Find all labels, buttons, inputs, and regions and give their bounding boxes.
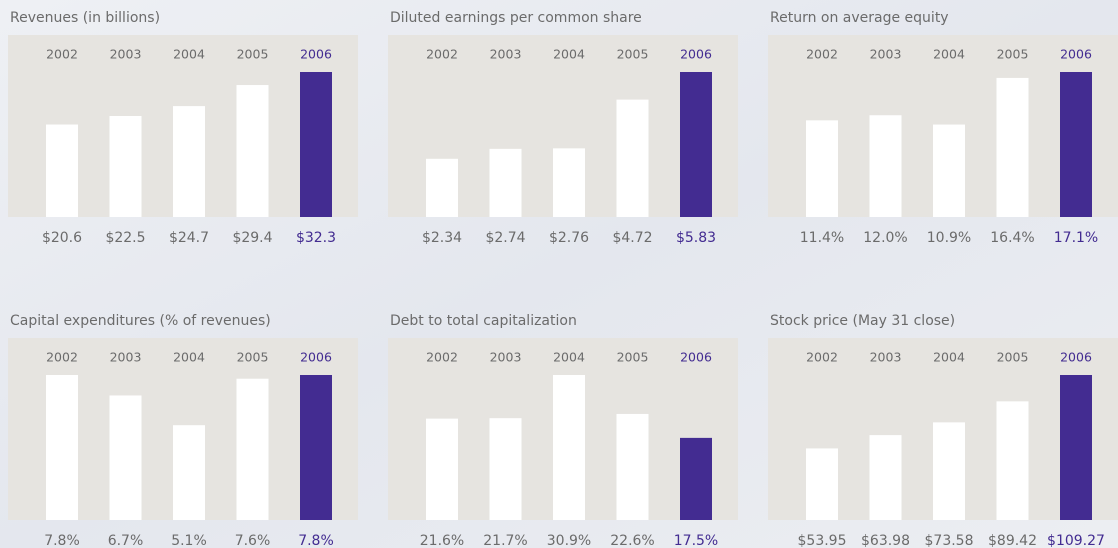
value-label: 16.4% bbox=[990, 230, 1034, 246]
value-label: $2.74 bbox=[485, 230, 525, 246]
value-label: $22.5 bbox=[105, 230, 145, 246]
bar bbox=[553, 148, 585, 217]
bar bbox=[553, 375, 585, 520]
year-label: 2002 bbox=[46, 47, 78, 62]
chart-title: Diluted earnings per common share bbox=[390, 10, 642, 26]
value-label: $109.27 bbox=[1047, 533, 1105, 548]
year-label: 2003 bbox=[870, 47, 902, 62]
bar bbox=[869, 435, 902, 520]
chart-title: Revenues (in billions) bbox=[10, 10, 160, 26]
value-label: 12.0% bbox=[863, 230, 907, 246]
year-label: 2002 bbox=[46, 350, 78, 365]
bar bbox=[616, 99, 649, 217]
year-label: 2004 bbox=[173, 350, 205, 365]
year-label: 2004 bbox=[173, 47, 205, 62]
year-label: 2004 bbox=[933, 47, 965, 62]
bar bbox=[616, 413, 649, 520]
bar bbox=[869, 115, 902, 217]
bar bbox=[933, 422, 965, 520]
value-label: $2.34 bbox=[422, 230, 462, 246]
year-label: 2003 bbox=[870, 350, 902, 365]
year-label: 2003 bbox=[490, 350, 522, 365]
value-label: 7.6% bbox=[235, 533, 271, 548]
bar bbox=[1060, 375, 1092, 520]
bar bbox=[996, 77, 1029, 217]
value-label: $63.98 bbox=[861, 533, 910, 548]
year-label: 2005 bbox=[617, 47, 649, 62]
value-label: $4.72 bbox=[612, 230, 652, 246]
year-label: 2006 bbox=[300, 47, 332, 62]
chart-title: Stock price (May 31 close) bbox=[770, 313, 955, 329]
year-label: 2003 bbox=[490, 47, 522, 62]
bar bbox=[236, 85, 269, 217]
bar bbox=[46, 124, 78, 217]
value-label: 30.9% bbox=[547, 533, 591, 548]
year-label: 2006 bbox=[300, 350, 332, 365]
bar bbox=[996, 401, 1029, 520]
value-label: 11.4% bbox=[800, 230, 844, 246]
value-label: 17.1% bbox=[1054, 230, 1098, 246]
value-label: $89.42 bbox=[988, 533, 1037, 548]
year-label: 2005 bbox=[997, 350, 1029, 365]
bar bbox=[806, 120, 838, 217]
bar bbox=[933, 124, 965, 217]
bar bbox=[109, 395, 142, 520]
bar bbox=[1060, 72, 1092, 217]
year-label: 2003 bbox=[110, 47, 142, 62]
year-label: 2002 bbox=[426, 350, 458, 365]
chart-title: Debt to total capitalization bbox=[390, 313, 577, 329]
value-label: 21.7% bbox=[483, 533, 527, 548]
value-label: $20.6 bbox=[42, 230, 82, 246]
bar bbox=[489, 418, 522, 520]
year-label: 2005 bbox=[237, 350, 269, 365]
year-label: 2005 bbox=[997, 47, 1029, 62]
value-label: 21.6% bbox=[420, 533, 464, 548]
bar bbox=[426, 158, 458, 217]
bar bbox=[680, 72, 712, 217]
value-label: 5.1% bbox=[171, 533, 207, 548]
bar bbox=[680, 437, 712, 520]
value-label: 10.9% bbox=[927, 230, 971, 246]
year-label: 2002 bbox=[806, 47, 838, 62]
year-label: 2002 bbox=[426, 47, 458, 62]
year-label: 2006 bbox=[680, 350, 712, 365]
year-label: 2005 bbox=[237, 47, 269, 62]
value-label: $32.3 bbox=[296, 230, 336, 246]
value-label: 22.6% bbox=[610, 533, 654, 548]
bar bbox=[489, 148, 522, 217]
bar bbox=[806, 448, 838, 520]
bar bbox=[46, 375, 78, 520]
year-label: 2006 bbox=[680, 47, 712, 62]
chart-title: Return on average equity bbox=[770, 10, 949, 26]
value-label: $73.58 bbox=[925, 533, 974, 548]
year-label: 2006 bbox=[1060, 47, 1092, 62]
value-label: $5.83 bbox=[676, 230, 716, 246]
year-label: 2003 bbox=[110, 350, 142, 365]
bar bbox=[173, 425, 205, 520]
year-label: 2002 bbox=[806, 350, 838, 365]
year-label: 2006 bbox=[1060, 350, 1092, 365]
bar bbox=[426, 418, 458, 520]
bar bbox=[300, 72, 332, 217]
value-label: 6.7% bbox=[108, 533, 144, 548]
bar bbox=[236, 378, 269, 520]
bar bbox=[173, 106, 205, 217]
year-label: 2004 bbox=[553, 350, 585, 365]
value-label: $2.76 bbox=[549, 230, 589, 246]
year-label: 2004 bbox=[553, 47, 585, 62]
year-label: 2005 bbox=[617, 350, 649, 365]
value-label: 7.8% bbox=[298, 533, 334, 548]
value-label: $24.7 bbox=[169, 230, 209, 246]
bar bbox=[300, 375, 332, 520]
year-label: 2004 bbox=[933, 350, 965, 365]
value-label: $29.4 bbox=[232, 230, 272, 246]
chart-title: Capital expenditures (% of revenues) bbox=[10, 313, 271, 329]
value-label: $53.95 bbox=[798, 533, 847, 548]
value-label: 17.5% bbox=[674, 533, 718, 548]
bar bbox=[109, 115, 142, 217]
value-label: 7.8% bbox=[44, 533, 80, 548]
